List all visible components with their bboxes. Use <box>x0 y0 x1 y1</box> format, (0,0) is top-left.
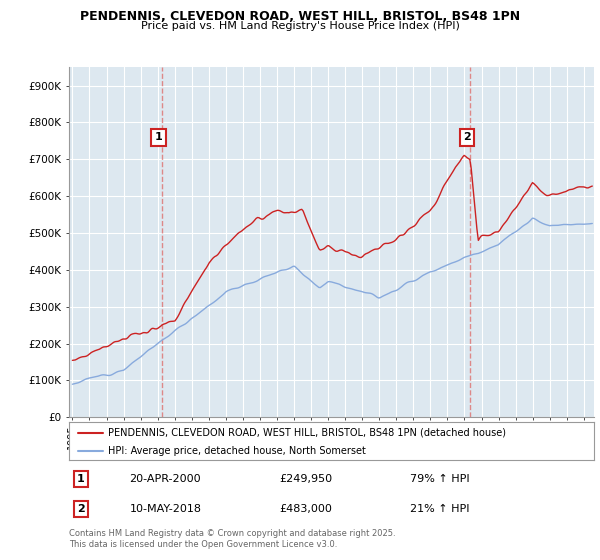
Text: 2: 2 <box>77 504 85 514</box>
Text: 1: 1 <box>77 474 85 484</box>
Text: 2: 2 <box>463 132 471 142</box>
Text: HPI: Average price, detached house, North Somerset: HPI: Average price, detached house, Nort… <box>109 446 366 456</box>
Text: PENDENNIS, CLEVEDON ROAD, WEST HILL, BRISTOL, BS48 1PN: PENDENNIS, CLEVEDON ROAD, WEST HILL, BRI… <box>80 10 520 23</box>
Text: PENDENNIS, CLEVEDON ROAD, WEST HILL, BRISTOL, BS48 1PN (detached house): PENDENNIS, CLEVEDON ROAD, WEST HILL, BRI… <box>109 427 506 437</box>
Text: 1: 1 <box>155 132 163 142</box>
Text: Contains HM Land Registry data © Crown copyright and database right 2025.
This d: Contains HM Land Registry data © Crown c… <box>69 529 395 549</box>
Text: £483,000: £483,000 <box>279 504 332 514</box>
Text: 10-MAY-2018: 10-MAY-2018 <box>130 504 202 514</box>
Text: 21% ↑ HPI: 21% ↑ HPI <box>410 504 470 514</box>
Text: Price paid vs. HM Land Registry's House Price Index (HPI): Price paid vs. HM Land Registry's House … <box>140 21 460 31</box>
Text: 20-APR-2000: 20-APR-2000 <box>130 474 201 484</box>
Text: £249,950: £249,950 <box>279 474 332 484</box>
Text: 79% ↑ HPI: 79% ↑ HPI <box>410 474 470 484</box>
